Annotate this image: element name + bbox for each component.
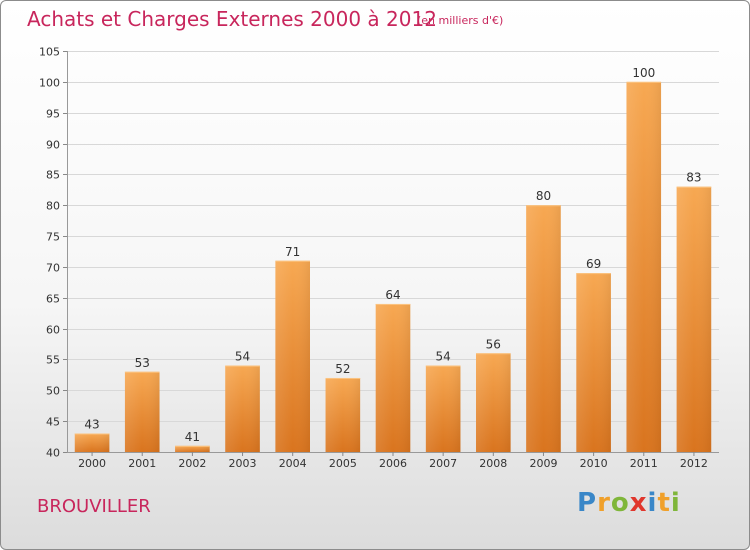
bar-shine [225,365,260,452]
value-label-2009: 80 [536,189,551,203]
logo-letter: t [657,488,671,518]
logo-letter: P [577,488,598,518]
value-label-2004: 71 [285,245,300,259]
bars [74,81,712,452]
x-tick-label-2012: 2012 [680,457,708,470]
chart-title: Achats et Charges Externes 2000 à 2012 [27,7,437,31]
y-tick-label: 85 [46,169,60,182]
x-tick-label-2010: 2010 [580,457,608,470]
y-tick-label: 60 [46,324,60,337]
x-tick-label-2003: 2003 [229,457,257,470]
value-label-2006: 64 [385,288,400,302]
y-tick-label: 65 [46,293,60,306]
x-tick-label-2005: 2005 [329,457,357,470]
bar-shine [325,377,361,452]
bar-shine [74,433,110,452]
commune-name: BROUVILLER [37,496,151,517]
y-tick-label: 100 [39,77,60,90]
labels: 40 45 50 55 60 65 70 75 80 85 90 95 100 105 43 2000 53 20… [39,46,708,471]
logo-letter: i [647,488,658,518]
x-tick-label-2004: 2004 [279,457,307,470]
bar-shine [275,260,310,452]
value-label-2008: 56 [486,337,501,351]
value-label-2002: 41 [185,430,200,444]
value-label-2012: 83 [686,171,701,185]
value-label-2001: 53 [135,356,150,370]
y-tick-label: 105 [39,46,60,59]
bar-shine [526,205,561,452]
x-tick-label-2009: 2009 [529,457,557,470]
logo-letter: o [610,488,630,518]
y-tick-label: 50 [46,385,60,398]
x-tick-label-2006: 2006 [379,457,407,470]
logo-letter: i [670,488,681,518]
bar-shine [375,303,411,452]
x-tick-label-2001: 2001 [128,457,156,470]
value-label-2010: 69 [586,257,601,271]
logo-letter: r [597,488,611,518]
value-label-2011: 100 [632,66,655,80]
x-tick-label-2007: 2007 [429,457,457,470]
x-tick-label-2000: 2000 [78,457,106,470]
y-tick-label: 70 [46,262,60,275]
y-tick-label: 95 [46,108,60,121]
y-tick-label: 45 [46,416,60,429]
x-tick-label-2002: 2002 [178,457,206,470]
value-label-2000: 43 [84,417,99,431]
x-tick-label-2011: 2011 [630,457,658,470]
bar-shine [425,365,461,452]
bar-shine [124,371,160,452]
bar-shine [576,273,611,452]
value-label-2005: 52 [335,362,350,376]
y-tick-label: 80 [46,200,60,213]
y-tick-label: 90 [46,139,60,152]
bar-shine [626,81,662,452]
value-label-2007: 54 [436,350,451,364]
value-label-2003: 54 [235,350,250,364]
y-tick-label: 40 [46,447,60,460]
bar-shine [676,186,712,452]
y-tick-label: 75 [46,231,60,244]
axes [63,51,719,456]
chart-subtitle: (en milliers d'€) [417,14,504,27]
logo-letter: x [629,488,648,518]
y-tick-label: 55 [46,354,60,367]
bar-shine [476,353,511,452]
bar-shine [175,445,210,452]
x-tick-label-2008: 2008 [479,457,507,470]
proxiti-logo: Proxiti [577,488,681,518]
